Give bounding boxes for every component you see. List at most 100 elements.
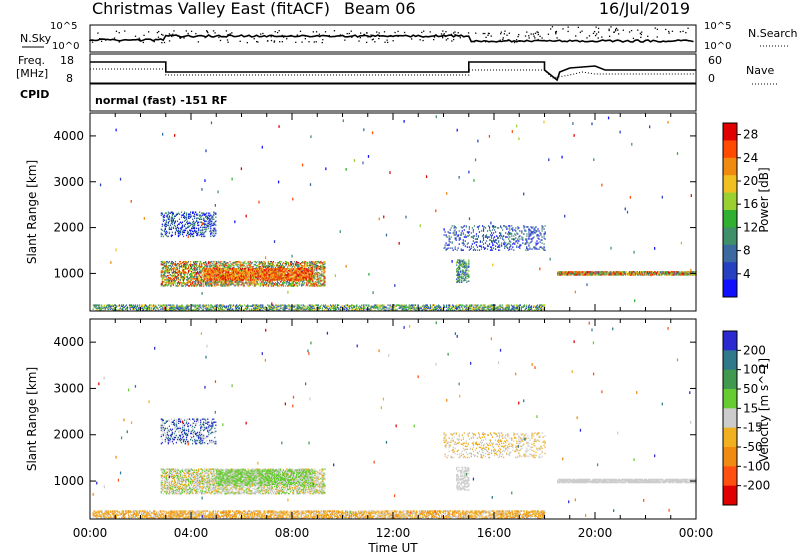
heatmap-cell: [487, 308, 489, 310]
nsearch-point: [500, 33, 502, 35]
heatmap-cell: [260, 284, 262, 286]
heatmap-cell: [196, 276, 198, 278]
heatmap-cell: [495, 309, 497, 311]
heatmap-cell: [98, 306, 100, 308]
heatmap-cell: [247, 304, 249, 306]
heatmap-cell: [163, 284, 165, 286]
heatmap-cell: [249, 308, 251, 310]
heatmap-cell: [165, 267, 167, 269]
heatmap-cell: [169, 262, 171, 265]
heatmap-cell: [275, 304, 277, 306]
heatmap-cell: [340, 306, 343, 308]
heatmap-cell: [174, 308, 176, 310]
heatmap-cell: [232, 267, 234, 269]
heatmap-cell: [454, 309, 456, 311]
heatmap-cell: [229, 305, 232, 307]
heatmap-cell: [176, 275, 179, 277]
heatmap-cell: [275, 307, 277, 309]
nsearch-point: [281, 34, 283, 37]
heatmap-cell: [191, 285, 193, 287]
heatmap-cell: [507, 309, 509, 311]
heatmap-cell: [404, 308, 406, 310]
heatmap-cell: [225, 280, 227, 282]
heatmap-cell: [145, 309, 147, 311]
heatmap-cell: [470, 307, 472, 309]
heatmap-cell: [262, 260, 264, 263]
heatmap-cell: [354, 309, 356, 311]
heatmap-cell: [192, 305, 194, 307]
heatmap-cell: [489, 309, 491, 311]
heatmap-cell: [98, 304, 100, 306]
heatmap-cell: [199, 262, 201, 265]
heatmap-cell: [316, 305, 318, 307]
heatmap-cell: [232, 304, 235, 306]
heatmap-cell: [231, 280, 233, 282]
nsearch-point: [295, 41, 297, 44]
heatmap-cell: [166, 260, 168, 263]
heatmap-cell: [217, 309, 219, 311]
heatmap-cell: [422, 305, 424, 307]
heatmap-cell: [166, 261, 168, 264]
heatmap-cell: [501, 306, 503, 308]
heatmap-cell: [511, 307, 513, 309]
heatmap-cell: [219, 304, 221, 306]
heatmap-cell: [180, 262, 183, 265]
heatmap-cell: [187, 271, 190, 273]
heatmap-cell: [372, 306, 374, 308]
heatmap-cell: [202, 270, 204, 272]
nsearch-point: [384, 41, 386, 43]
heatmap-cell: [178, 268, 181, 270]
heatmap-cell: [208, 309, 210, 311]
heatmap-cell: [502, 309, 504, 311]
heatmap-cell: [248, 280, 250, 282]
heatmap-cell: [237, 283, 239, 285]
nsearch-point: [207, 31, 209, 34]
heatmap-cell: [177, 281, 180, 283]
heatmap-cell: [236, 304, 239, 306]
heatmap-cell: [176, 272, 179, 274]
heatmap-cell: [230, 262, 232, 265]
heatmap-cell: [141, 304, 143, 306]
heatmap-cell: [242, 283, 244, 285]
heatmap-cell: [401, 307, 403, 309]
heatmap-cell: [202, 275, 204, 277]
heatmap-cell: [230, 309, 233, 311]
heatmap-cell: [170, 269, 172, 271]
heatmap-cell: [194, 276, 196, 278]
heatmap-cell: [318, 307, 320, 309]
heatmap-cell: [471, 305, 473, 307]
nsearch-point: [160, 33, 163, 36]
heatmap-cell: [448, 304, 450, 306]
heatmap-cell: [339, 308, 342, 310]
heatmap-cell: [161, 284, 163, 286]
heatmap-cell: [374, 306, 376, 308]
heatmap-cell: [166, 267, 168, 269]
heatmap-cell: [161, 261, 163, 264]
heatmap-cell: [203, 267, 205, 269]
heatmap-cell: [258, 263, 260, 266]
heatmap-cell: [269, 305, 271, 307]
heatmap-cell: [344, 305, 346, 307]
cpid-label: CPID: [20, 88, 49, 101]
heatmap-cell: [195, 276, 197, 278]
heatmap-cell: [400, 306, 402, 308]
heatmap-cell: [330, 306, 333, 308]
heatmap-cell: [178, 264, 181, 267]
heatmap-cell: [171, 279, 174, 281]
nsearch-point: [142, 41, 145, 44]
heatmap-cell: [224, 284, 226, 286]
heatmap-cell: [504, 309, 506, 311]
heatmap-cell: [270, 308, 272, 310]
heatmap-cell: [197, 278, 199, 280]
heatmap-cell: [176, 262, 179, 265]
heatmap-cell: [345, 308, 347, 310]
heatmap-cell: [171, 307, 173, 309]
heatmap-cell: [198, 278, 200, 280]
heatmap-cell: [133, 308, 136, 310]
heatmap-cell: [182, 265, 185, 268]
heatmap-cell: [404, 305, 406, 307]
heatmap-cell: [283, 308, 285, 310]
heatmap-cell: [178, 308, 180, 310]
heatmap-cell: [222, 304, 225, 306]
